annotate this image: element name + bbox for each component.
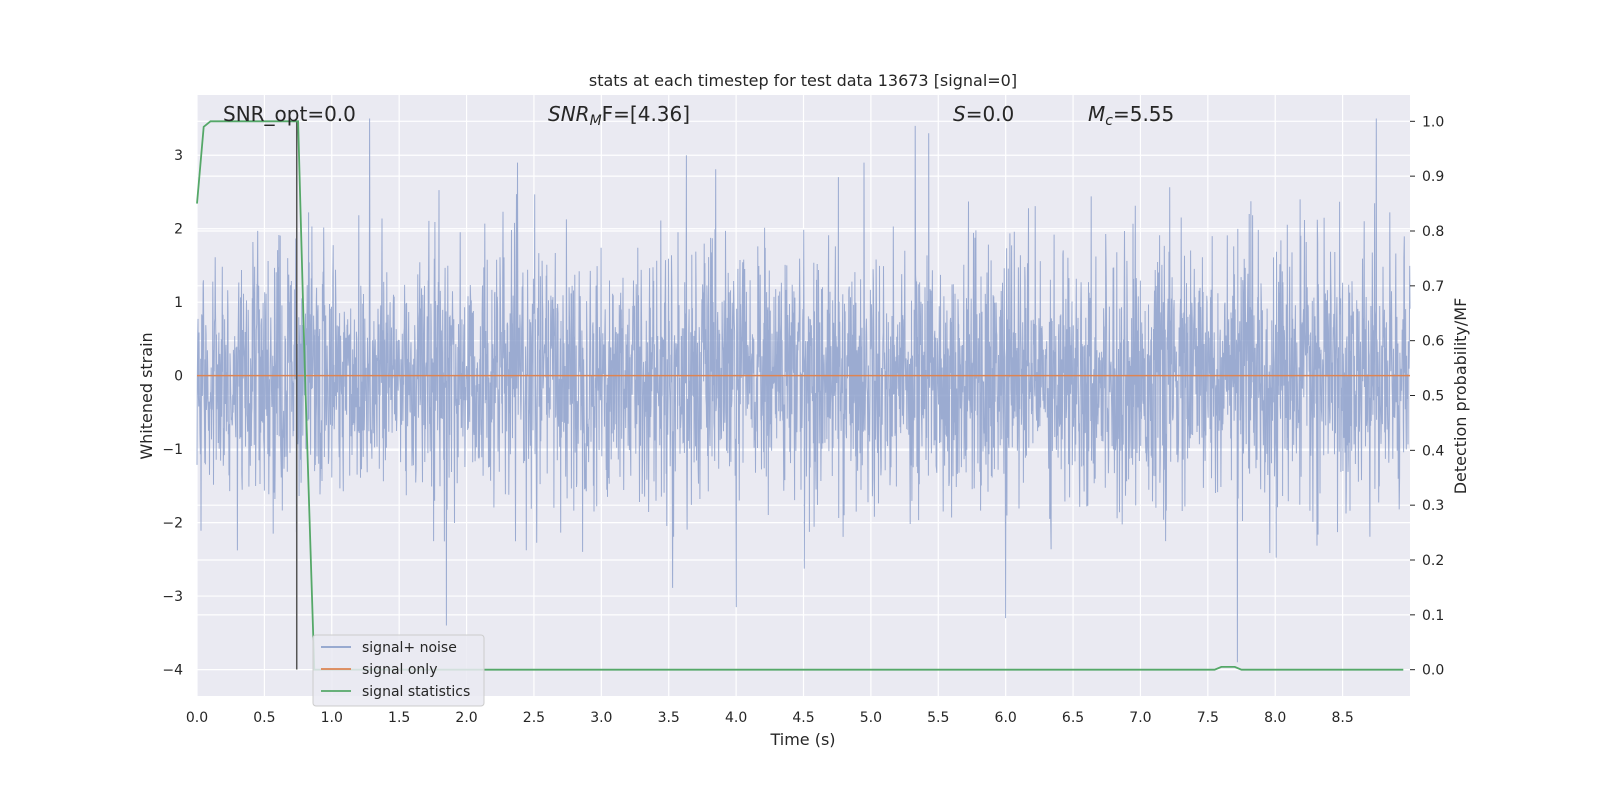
series-signal-noise xyxy=(196,118,1411,663)
x-tick-label: 1.5 xyxy=(388,710,410,726)
x-tick-label: 8.0 xyxy=(1264,710,1286,726)
y-right-tick-label: 0.5 xyxy=(1422,389,1444,405)
legend-box xyxy=(312,634,485,707)
x-tick-label: 2.0 xyxy=(455,710,477,726)
y-tick-label: 2 xyxy=(174,222,183,238)
x-tick-label: 7.0 xyxy=(1129,710,1151,726)
y-right-tick-label: 0.2 xyxy=(1422,553,1444,569)
s-suffix: =0.0 xyxy=(966,102,1015,126)
y-axis-ticks: 3 2 1 0 −1 −2 −3 −4 xyxy=(162,148,183,678)
x-tick-label: 0.5 xyxy=(253,710,275,726)
y-right-tick-label: 0.3 xyxy=(1422,498,1444,514)
x-tick-label: 1.0 xyxy=(321,710,343,726)
x-tick-label: 2.5 xyxy=(523,710,545,726)
snr-mf-suffix: F=[4.36] xyxy=(602,102,690,126)
legend-label-signal-only: signal only xyxy=(362,662,437,678)
y-right-tick-label: 0.7 xyxy=(1422,279,1444,295)
annotation-snr-opt: SNR_opt=0.0 xyxy=(223,102,356,126)
mc-suffix: =5.55 xyxy=(1113,102,1174,126)
y-axis-label: Whitened strain xyxy=(137,332,156,459)
annotation-mc: Mc=5.55 xyxy=(1088,102,1174,129)
x-tick-label: 7.5 xyxy=(1197,710,1219,726)
x-tick-label: 8.5 xyxy=(1331,710,1353,726)
mc-sub: c xyxy=(1105,113,1113,129)
y-tick-label: 3 xyxy=(174,148,183,164)
y-tick-label: −1 xyxy=(162,442,183,458)
chart-title: stats at each timestep for test data 136… xyxy=(589,71,1017,90)
y-right-tick-label: 1.0 xyxy=(1422,114,1444,130)
x-tick-label: 5.0 xyxy=(860,710,882,726)
x-tick-label: 3.5 xyxy=(658,710,680,726)
x-axis-ticks: 0.0 0.5 1.0 1.5 2.0 2.5 3.0 3.5 4.0 4.5 5.0 5.5 6.0 6… xyxy=(186,710,1354,726)
y-right-tick-label: 0.8 xyxy=(1422,224,1444,240)
legend-label-signal-noise: signal+ noise xyxy=(362,640,457,656)
legend-label-signal-statistics: signal statistics xyxy=(362,684,470,700)
x-tick-label: 6.0 xyxy=(995,710,1017,726)
y-right-tick-label: 0.0 xyxy=(1422,663,1444,679)
x-axis-label: Time (s) xyxy=(769,730,835,749)
y-tick-label: 1 xyxy=(174,295,183,311)
x-tick-label: 0.0 xyxy=(186,710,208,726)
y-right-tick-label: 0.4 xyxy=(1422,443,1444,459)
noise-line xyxy=(196,118,1411,663)
y-tick-label: −4 xyxy=(162,663,183,679)
x-tick-label: 6.5 xyxy=(1062,710,1084,726)
s-var: S xyxy=(953,102,966,126)
snr-mf-prefix: SNR xyxy=(548,102,590,126)
y-right-tick-label: 0.1 xyxy=(1422,608,1444,624)
x-tick-label: 4.0 xyxy=(725,710,747,726)
x-tick-label: 5.5 xyxy=(927,710,949,726)
annotation-snr-mf: SNRMF=[4.36] xyxy=(548,102,690,129)
y-right-axis-ticks: 0.0 0.1 0.2 0.3 0.4 0.5 0.6 0.7 0.8 0.9 1.0 xyxy=(1410,114,1444,679)
y-tick-label: −2 xyxy=(162,516,183,532)
annotation-s: S=0.0 xyxy=(953,102,1014,126)
x-tick-label: 4.5 xyxy=(792,710,814,726)
y-right-axis-label: Detection probability/MF xyxy=(1451,298,1470,495)
legend: signal+ noise signal only signal statist… xyxy=(312,634,485,707)
snr-mf-sub: M xyxy=(590,113,602,129)
y-right-tick-label: 0.9 xyxy=(1422,169,1444,185)
y-tick-label: −3 xyxy=(162,589,183,605)
y-tick-label: 0 xyxy=(174,369,183,385)
y-right-tick-label: 0.6 xyxy=(1422,334,1444,350)
x-tick-label: 3.0 xyxy=(590,710,612,726)
mc-var: M xyxy=(1088,102,1105,126)
